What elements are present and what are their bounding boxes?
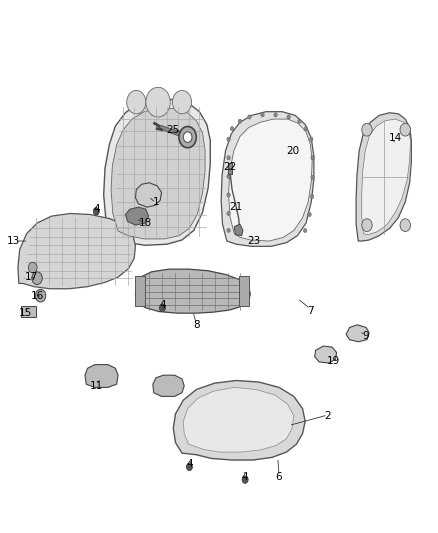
Circle shape — [298, 119, 301, 123]
Text: 8: 8 — [193, 320, 200, 330]
Polygon shape — [173, 381, 305, 460]
Circle shape — [227, 228, 230, 232]
Text: 11: 11 — [90, 381, 103, 391]
Polygon shape — [229, 119, 312, 241]
Circle shape — [227, 156, 230, 160]
Text: 21: 21 — [229, 202, 242, 212]
Circle shape — [227, 193, 230, 197]
Circle shape — [227, 174, 230, 179]
Polygon shape — [356, 113, 411, 241]
Text: 25: 25 — [167, 125, 180, 135]
Polygon shape — [221, 112, 314, 246]
Circle shape — [32, 272, 42, 285]
Text: 6: 6 — [276, 472, 283, 482]
Text: 22: 22 — [224, 162, 237, 172]
Text: 7: 7 — [307, 305, 314, 316]
Text: 2: 2 — [325, 411, 331, 421]
Polygon shape — [184, 387, 294, 452]
Circle shape — [311, 156, 314, 160]
Polygon shape — [315, 346, 336, 363]
Circle shape — [146, 87, 170, 117]
Polygon shape — [135, 269, 251, 313]
Circle shape — [248, 115, 251, 119]
Circle shape — [261, 113, 264, 117]
Circle shape — [35, 289, 46, 302]
Polygon shape — [85, 365, 118, 387]
Circle shape — [400, 219, 410, 231]
Polygon shape — [362, 119, 410, 235]
Text: 16: 16 — [31, 290, 44, 301]
Circle shape — [304, 126, 308, 131]
Text: 18: 18 — [138, 218, 152, 228]
Circle shape — [308, 213, 311, 216]
Circle shape — [227, 212, 230, 216]
Circle shape — [242, 476, 248, 483]
Polygon shape — [346, 325, 369, 342]
Circle shape — [238, 119, 242, 123]
Text: 9: 9 — [362, 332, 368, 342]
Circle shape — [400, 123, 410, 136]
Text: 14: 14 — [389, 133, 402, 143]
Circle shape — [230, 126, 234, 131]
Circle shape — [304, 228, 307, 232]
Text: 4: 4 — [93, 204, 99, 214]
Text: 4: 4 — [159, 300, 166, 310]
Circle shape — [127, 91, 146, 114]
Text: 23: 23 — [247, 236, 261, 246]
Circle shape — [184, 132, 192, 142]
Text: 20: 20 — [286, 146, 300, 156]
Polygon shape — [228, 163, 232, 174]
Text: 1: 1 — [152, 197, 159, 207]
Text: 13: 13 — [7, 236, 20, 246]
Polygon shape — [21, 306, 36, 317]
Circle shape — [179, 126, 196, 148]
Polygon shape — [234, 224, 243, 236]
Polygon shape — [18, 214, 135, 289]
Circle shape — [362, 219, 372, 231]
Circle shape — [28, 262, 37, 273]
Circle shape — [311, 195, 314, 199]
Circle shape — [287, 115, 290, 119]
Circle shape — [311, 175, 314, 180]
Circle shape — [227, 137, 230, 141]
Text: 4: 4 — [242, 472, 248, 482]
Circle shape — [274, 113, 277, 117]
Circle shape — [159, 304, 166, 312]
Circle shape — [310, 137, 313, 141]
Text: 15: 15 — [19, 308, 32, 318]
Circle shape — [93, 208, 99, 215]
Text: 17: 17 — [25, 272, 39, 282]
Polygon shape — [153, 375, 184, 397]
Text: 4: 4 — [186, 459, 193, 469]
Text: 19: 19 — [326, 356, 339, 366]
Polygon shape — [134, 276, 145, 306]
Polygon shape — [239, 276, 250, 306]
Circle shape — [362, 123, 372, 136]
Polygon shape — [111, 109, 205, 239]
Polygon shape — [135, 183, 162, 207]
Polygon shape — [104, 100, 210, 245]
Polygon shape — [125, 207, 148, 225]
Circle shape — [173, 91, 191, 114]
Circle shape — [186, 463, 192, 471]
